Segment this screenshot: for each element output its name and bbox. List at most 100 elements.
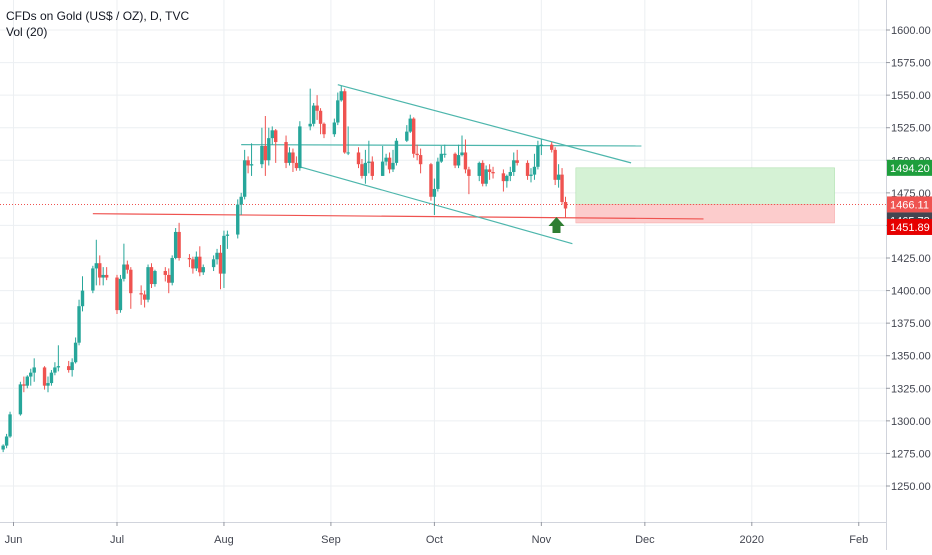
price-tick-label: 1400.00: [891, 286, 931, 298]
candle-body: [336, 100, 340, 123]
candle: [49, 370, 54, 386]
channel-lower-line: [299, 166, 573, 245]
candle-body: [242, 160, 247, 197]
time-tick-label: Feb: [849, 534, 868, 546]
candle: [32, 358, 36, 382]
candle-body: [408, 118, 412, 132]
candle-body: [487, 169, 492, 173]
candle-body: [308, 123, 312, 127]
candle: [429, 162, 433, 201]
candle-body: [194, 256, 199, 269]
price-axis: 1250.00 1275.00 1300.00 1325.00 1350.00 1375.…: [886, 25, 931, 493]
time-tick-label: Jul: [110, 534, 124, 546]
candle-body: [32, 367, 36, 373]
candle: [332, 118, 337, 137]
candle: [8, 411, 12, 438]
candle-body: [436, 161, 440, 189]
candle-body: [94, 263, 98, 269]
candle-body: [73, 342, 78, 363]
candle: [467, 166, 471, 195]
candle: [191, 256, 195, 274]
candle: [311, 102, 316, 127]
candle: [94, 239, 98, 286]
candle: [536, 140, 540, 170]
candle-body: [456, 155, 461, 166]
candle: [170, 255, 174, 286]
candle-body: [225, 234, 230, 236]
candle: [405, 125, 409, 143]
candle-body: [249, 164, 254, 166]
price-label-stop-bg: [887, 218, 932, 235]
candle-body: [443, 153, 447, 155]
candle: [198, 246, 202, 277]
candle: [122, 243, 126, 282]
candle: [563, 196, 568, 218]
candle: [418, 148, 423, 174]
candle: [222, 230, 226, 288]
candle-body: [46, 383, 50, 386]
candle-body: [432, 188, 437, 197]
candle-body: [380, 161, 385, 176]
candle: [129, 267, 133, 309]
price-label-target: 1494.20: [890, 163, 930, 175]
candle: [167, 268, 171, 294]
time-tick-label: Dec: [635, 534, 655, 546]
candle-body: [70, 362, 74, 371]
candle-body: [163, 271, 167, 275]
candle-body: [550, 144, 554, 150]
candle-body: [287, 152, 292, 163]
candle-body: [239, 196, 243, 205]
candle-body: [463, 152, 468, 170]
candle: [146, 264, 150, 303]
candle: [101, 267, 105, 286]
candle-body: [529, 174, 533, 176]
candle-body: [536, 145, 540, 167]
candle-body: [501, 173, 506, 182]
price-tick-label: 1525.00: [891, 123, 931, 135]
candle-body: [42, 367, 47, 386]
candle-body: [139, 293, 143, 295]
candle-body: [484, 169, 488, 184]
candle: [553, 147, 557, 186]
symbol-title: CFDs on Gold (US$ / OZ), D, TVC: [6, 9, 190, 23]
candle-body: [142, 294, 147, 300]
candle: [294, 156, 299, 171]
candle-body: [387, 157, 392, 170]
candle: [556, 164, 561, 188]
candle-body: [560, 174, 564, 202]
candle-body: [505, 175, 509, 182]
candle: [73, 337, 78, 364]
candle-body: [236, 204, 240, 235]
candle-body: [115, 277, 119, 311]
candle: [236, 199, 240, 239]
support-line: [92, 213, 704, 220]
candle: [4, 433, 9, 449]
candle-body: [246, 160, 250, 166]
candle-body: [77, 306, 81, 343]
candle-body: [260, 145, 264, 165]
candle-body: [481, 162, 485, 184]
candle-body: [263, 145, 268, 161]
candle-body: [218, 252, 223, 274]
candle: [211, 255, 216, 272]
candle-body: [553, 149, 557, 180]
candle-body: [418, 155, 423, 165]
candle: [436, 157, 440, 192]
candle-body: [1, 445, 5, 450]
candle-body: [412, 118, 416, 154]
candle-body: [525, 162, 530, 176]
candle: [187, 254, 192, 268]
grid-lines: [0, 0, 886, 522]
candle: [491, 166, 495, 179]
candle-body: [332, 122, 337, 135]
price-tick-label: 1300.00: [891, 416, 931, 428]
candle-body: [563, 201, 568, 209]
price-label-stop: 1451.89: [890, 222, 930, 234]
candle: [484, 165, 488, 187]
price-tick-label: 1250.00: [891, 481, 931, 493]
price-tick-label: 1425.00: [891, 253, 931, 265]
candles: [1, 86, 568, 453]
candle: [56, 345, 61, 372]
